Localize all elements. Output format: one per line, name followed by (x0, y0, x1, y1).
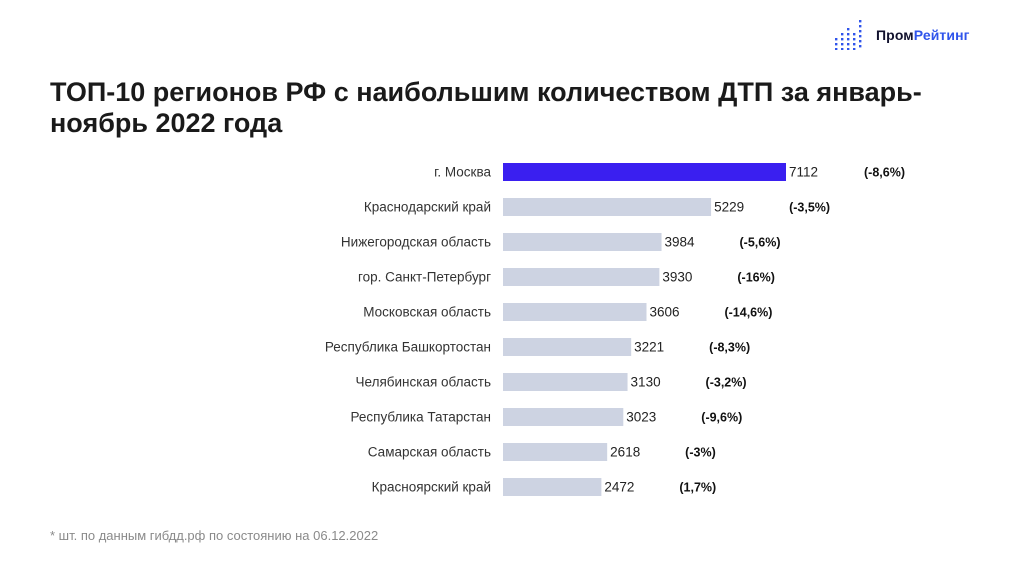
bar (503, 268, 660, 286)
category-label: Республика Башкортостан (325, 340, 491, 355)
value-label: 2472 (604, 480, 634, 495)
bar (503, 373, 628, 391)
logo: ПромРейтинг (834, 20, 970, 50)
change-label: (-9,6%) (701, 411, 742, 425)
change-label: (-3%) (685, 446, 716, 460)
value-label: 3606 (649, 305, 679, 320)
logo-name-part1: Пром (876, 27, 914, 43)
change-label: (-3,2%) (706, 376, 747, 390)
change-label: (-3,5%) (789, 201, 830, 215)
change-label: (-5,6%) (740, 236, 781, 250)
logo-name-part2: Рейтинг (913, 27, 970, 43)
category-label: Челябинская область (356, 375, 491, 390)
category-label: Московская область (363, 305, 491, 320)
category-label: г. Москва (434, 165, 491, 180)
bar-dots-logo-icon (835, 20, 862, 50)
value-label: 5229 (714, 200, 744, 215)
value-label: 3221 (634, 340, 664, 355)
change-label: (-16%) (737, 271, 775, 285)
change-label: (-8,6%) (864, 166, 905, 180)
change-label: (-8,3%) (709, 341, 750, 355)
footnote: * шт. по данным гибдд.рф по состоянию на… (50, 528, 379, 543)
bar (503, 443, 608, 461)
logo-text: ПромРейтинг (876, 27, 970, 43)
category-label: гор. Санкт-Петербург (358, 270, 491, 285)
bar (503, 198, 712, 216)
bar (503, 338, 632, 356)
category-label: Краснодарский край (364, 200, 491, 215)
category-label: Нижегородская область (341, 235, 491, 250)
value-label: 3023 (626, 410, 656, 425)
value-label: 2618 (610, 445, 640, 460)
value-label: 3930 (662, 270, 692, 285)
bar (503, 163, 786, 181)
change-label: (1,7%) (679, 481, 716, 495)
bar (503, 408, 624, 426)
page-title: ТОП-10 регионов РФ с наибольшим количест… (50, 77, 922, 138)
value-label: 7112 (789, 165, 818, 180)
category-label: Республика Татарстан (350, 410, 491, 425)
category-label: Красноярский край (372, 480, 491, 495)
bar (503, 233, 662, 251)
category-label: Самарская область (368, 445, 491, 460)
change-label: (-14,6%) (724, 306, 772, 320)
value-label: 3984 (665, 235, 696, 250)
value-label: 3130 (631, 375, 661, 390)
bar (503, 478, 602, 496)
bar (503, 303, 647, 321)
